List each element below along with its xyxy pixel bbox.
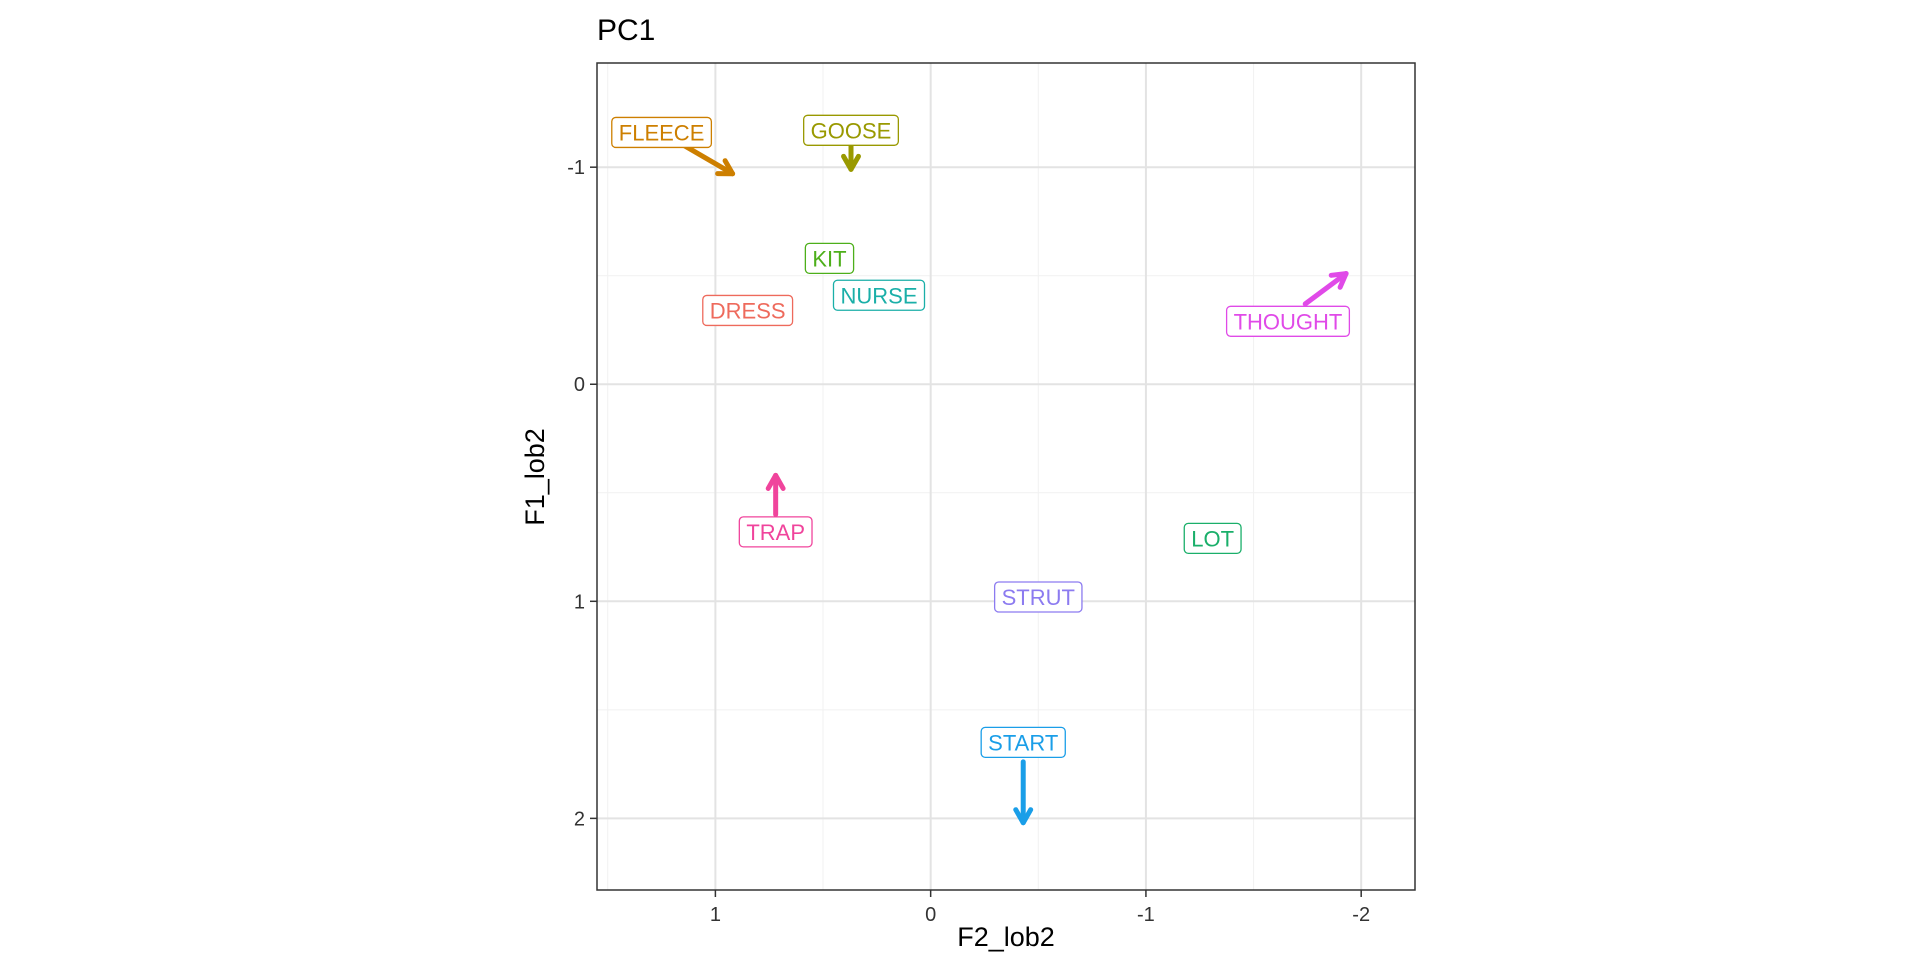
panel-border: [596, 62, 1416, 891]
point-label-nurse: NURSE: [832, 279, 926, 311]
label-box: [980, 726, 1066, 759]
point-label-kit: KIT: [804, 242, 855, 275]
label-box: [804, 242, 855, 275]
point-label-thought: THOUGHT: [1225, 305, 1351, 337]
label-text: DRESS: [710, 298, 786, 323]
label-text: NURSE: [840, 283, 917, 308]
arrows: [659, 127, 1349, 826]
y-axis: -1 0 1 2: [567, 157, 597, 830]
point-label-fleece: FLEECE: [611, 116, 713, 149]
arrowhead-start: [1013, 807, 1034, 826]
label-box: [1183, 522, 1242, 555]
arrowhead-goose: [841, 153, 861, 172]
arrowhead-thought: [1328, 271, 1349, 290]
point-label-dress: DRESS: [702, 294, 794, 327]
label-text: GOOSE: [811, 118, 892, 143]
label-box: [702, 294, 794, 327]
label-text: STRUT: [1002, 585, 1075, 610]
point-label-lot: LOT: [1183, 522, 1242, 555]
x-axis: 1 0 -1 -2: [710, 890, 1370, 926]
label-text: KIT: [812, 246, 846, 271]
y-tick-label: -1: [567, 157, 585, 179]
x-tick-label: -2: [1352, 904, 1370, 926]
point-label-trap: TRAP: [738, 516, 813, 548]
x-tick-label: 1: [710, 904, 721, 926]
label-text: THOUGHT: [1234, 309, 1343, 334]
y-tick-label: 1: [574, 591, 585, 613]
point-label-strut: STRUT: [993, 581, 1083, 613]
label-box: [611, 116, 713, 149]
y-tick-label: 2: [574, 808, 585, 830]
label-box: [738, 516, 813, 548]
label-box: [832, 279, 926, 311]
chart-title: PC1: [597, 14, 655, 47]
y-axis-title: F1_lob2: [520, 428, 550, 526]
label-box: [993, 581, 1083, 613]
point-label-start: START: [980, 726, 1066, 759]
x-axis-title: F2_lob2: [957, 922, 1055, 952]
panel-background: [597, 63, 1415, 890]
arrowhead-fleece: [715, 158, 736, 177]
x-tick-label: 0: [925, 904, 936, 926]
arrow-thought: [1302, 271, 1349, 307]
point-labels: FLEECE GOOSE KIT NURSE DRESS THOUGHT TRAP LOT ST…: [611, 114, 1351, 759]
label-text: FLEECE: [619, 120, 705, 145]
label-text: START: [988, 730, 1058, 755]
x-tick-label: -1: [1137, 904, 1155, 926]
label-box: [1225, 305, 1351, 337]
label-text: TRAP: [746, 520, 805, 545]
point-label-goose: GOOSE: [803, 114, 900, 146]
label-box: [803, 114, 900, 146]
y-tick-label: 0: [574, 374, 585, 396]
label-text: LOT: [1191, 526, 1234, 551]
arrowhead-trap: [765, 472, 786, 491]
